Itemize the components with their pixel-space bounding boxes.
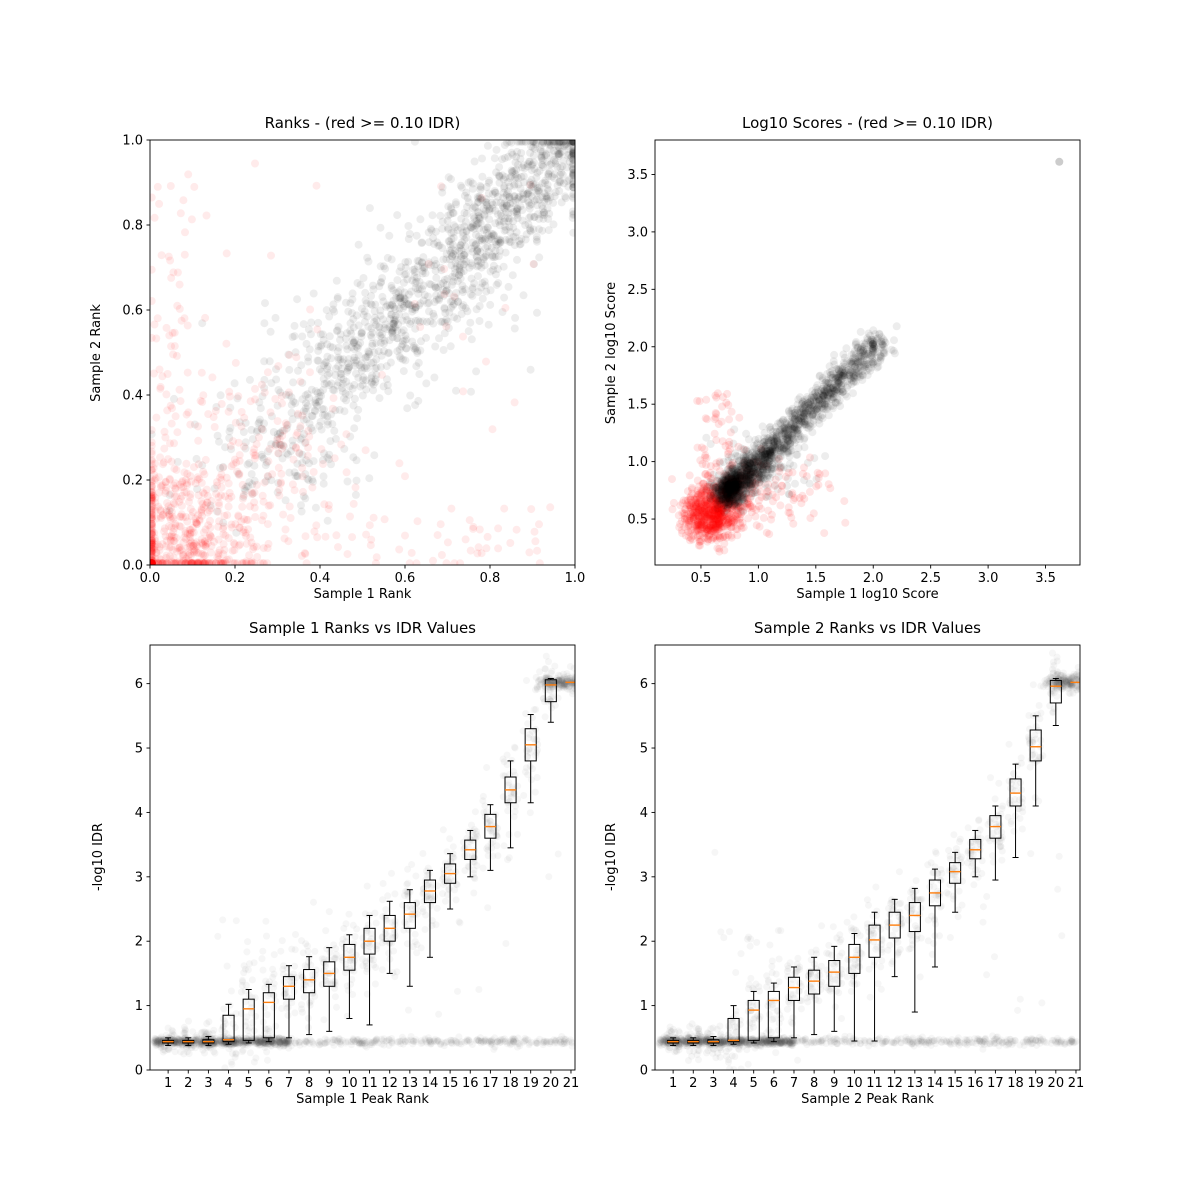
sample2-idr-yaxis-label: -log10 IDR (604, 822, 619, 892)
svg-text:1.0: 1.0 (122, 134, 143, 149)
svg-text:0.2: 0.2 (122, 474, 143, 489)
svg-text:0.2: 0.2 (225, 571, 246, 586)
sample2-idr-xaxis-label: Sample 2 Peak Rank (801, 1092, 934, 1107)
scores-yaxis-label: Sample 2 log10 Score (604, 281, 619, 425)
ranks-plot-title: Ranks - (red >= 0.10 IDR) (264, 114, 461, 132)
svg-text:1.0: 1.0 (565, 571, 586, 586)
svg-text:0.4: 0.4 (310, 571, 331, 586)
svg-text:0.8: 0.8 (122, 219, 143, 234)
scores-xaxis-label: Sample 1 log10 Score (796, 587, 939, 602)
svg-text:0.0: 0.0 (140, 571, 161, 586)
svg-text:0.6: 0.6 (122, 304, 143, 319)
svg-text:0.0: 0.0 (122, 559, 143, 574)
scores-plot-title: Log10 Scores - (red >= 0.10 IDR) (742, 114, 993, 132)
ranks-xaxis-label: Sample 1 Rank (313, 587, 412, 602)
sample1-idr-yaxis-label: -log10 IDR (91, 822, 106, 892)
sample1-idr-plot-title: Sample 1 Ranks vs IDR Values (248, 619, 476, 637)
sample1-idr-xaxis-label: Sample 1 Peak Rank (296, 1092, 429, 1107)
svg-text:0.4: 0.4 (122, 389, 143, 404)
svg-text:0.6: 0.6 (395, 571, 416, 586)
sample2-idr-plot-title: Sample 2 Ranks vs IDR Values (753, 619, 981, 637)
svg-text:0.8: 0.8 (480, 571, 501, 586)
ranks-yaxis-label: Sample 2 Rank (89, 304, 104, 402)
